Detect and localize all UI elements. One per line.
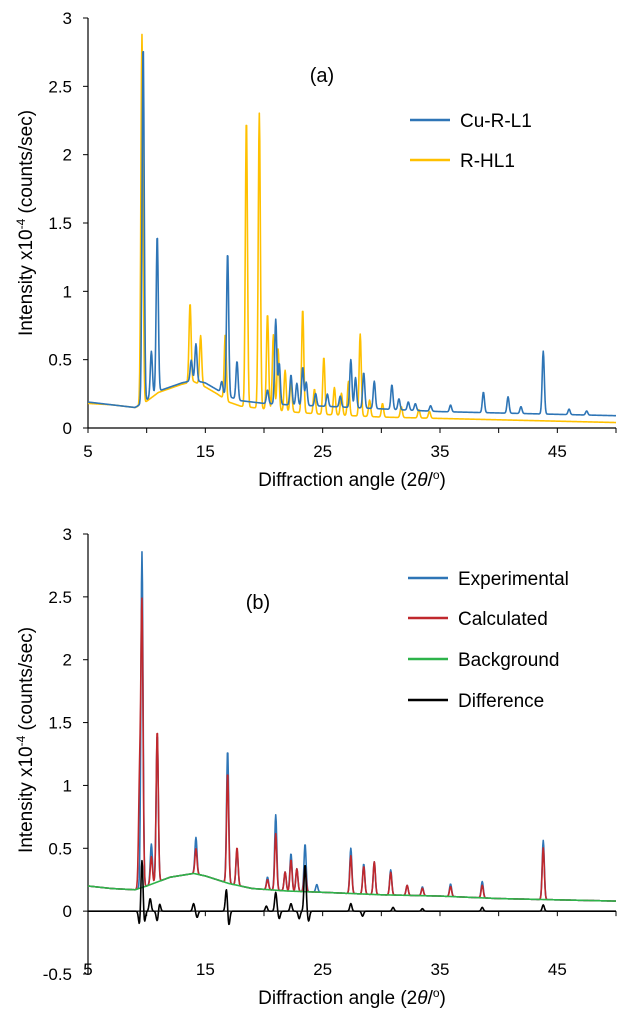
y-title-suffix: (counts/sec) <box>16 627 37 736</box>
x-title-close: ) <box>440 470 446 491</box>
x-tick-label: 5 <box>83 960 92 979</box>
panel-b-legend: Experimental Calculated Background Diffe… <box>408 569 569 712</box>
y-title-prefix: Intensity x10 <box>16 746 37 853</box>
x-tick-label: 35 <box>431 442 450 461</box>
x-tick-label: 25 <box>313 960 332 979</box>
panel-b-y-axis-title: Intensity x10-4 (counts/sec) <box>14 627 37 853</box>
panel-a-legend: Cu-R-L1 R-HL1 <box>410 111 532 172</box>
y-tick-label: 3 <box>63 9 72 28</box>
series-line-difference <box>87 859 617 926</box>
panel-a-tick-labels: 00.511.522.535 15 25 35 45 <box>48 9 566 461</box>
x-title-prefix: Diffraction angle (2 <box>258 988 417 1009</box>
panel-a-label: (a) <box>310 65 334 87</box>
y-tick-label: 1 <box>63 282 72 301</box>
y-tick-label: -0.5 <box>43 965 72 984</box>
x-tick-label: 45 <box>548 960 567 979</box>
y-title-exponent: -4 <box>14 735 28 746</box>
x-tick-label: 15 <box>196 442 215 461</box>
y-tick-label: 1.5 <box>48 714 72 733</box>
panel-b-x-axis-title: Diffraction angle (2θ/o) <box>258 986 446 1009</box>
panel-a-axes <box>83 17 617 433</box>
legend-label-experimental: Experimental <box>458 569 569 590</box>
legend-label-r-hl1: R-HL1 <box>460 151 515 172</box>
x-tick-label: 25 <box>313 442 332 461</box>
y-tick-label: 1 <box>63 776 72 795</box>
x-title-degree: o <box>433 468 440 482</box>
x-title-close: ) <box>440 988 446 1009</box>
y-tick-label: 2 <box>63 146 72 165</box>
x-title-theta: θ <box>417 470 428 491</box>
y-tick-label: 2.5 <box>48 588 72 607</box>
legend-label-cu-r-l1: Cu-R-L1 <box>460 111 532 132</box>
x-title-slash: / <box>428 470 434 491</box>
x-tick-label: 15 <box>196 960 215 979</box>
y-tick-label: 0.5 <box>48 839 72 858</box>
panel-a-x-axis-title: Diffraction angle (2θ/o) <box>258 468 446 491</box>
y-tick-label: 0 <box>63 419 72 438</box>
panel-b: -0.500.511.522.535 15 25 35 45 (b) Experimen… <box>14 525 617 1009</box>
panel-a-y-axis-title: Intensity x10-4 (counts/sec) <box>14 110 37 336</box>
panel-b-series <box>87 551 617 926</box>
panel-b-tick-labels: -0.500.511.522.535 15 25 35 45 <box>43 525 567 984</box>
x-title-prefix: Diffraction angle (2 <box>258 470 417 491</box>
panel-a-plot-area <box>88 18 616 428</box>
y-title-suffix: (counts/sec) <box>16 110 37 219</box>
y-tick-label: 0 <box>63 902 72 921</box>
y-tick-label: 2.5 <box>48 77 72 96</box>
legend-label-background: Background <box>458 650 559 671</box>
panel-b-plot-area <box>88 534 616 974</box>
x-tick-label: 5 <box>83 442 92 461</box>
x-title-slash: / <box>428 988 434 1009</box>
y-title-exponent: -4 <box>14 218 28 229</box>
y-tick-label: 3 <box>63 525 72 544</box>
x-title-theta: θ <box>417 988 428 1009</box>
panel-b-label: (b) <box>246 592 270 614</box>
x-title-degree: o <box>433 986 440 1000</box>
legend-label-calculated: Calculated <box>458 609 548 630</box>
series-line-cu-r-l1 <box>87 50 617 417</box>
panel-a-series <box>87 33 617 424</box>
y-tick-label: 0.5 <box>48 351 72 370</box>
y-tick-label: 2 <box>63 651 72 670</box>
x-tick-label: 35 <box>431 960 450 979</box>
y-title-prefix: Intensity x10 <box>16 229 37 336</box>
series-line-r-hl1 <box>87 33 617 424</box>
legend-label-difference: Difference <box>458 691 544 712</box>
x-tick-label: 45 <box>548 442 567 461</box>
y-tick-label: 1.5 <box>48 214 72 233</box>
series-line-background <box>87 872 617 902</box>
panel-a: 00.511.522.535 15 25 35 45 (a) Cu-R-L1 R-HL1… <box>14 9 617 491</box>
